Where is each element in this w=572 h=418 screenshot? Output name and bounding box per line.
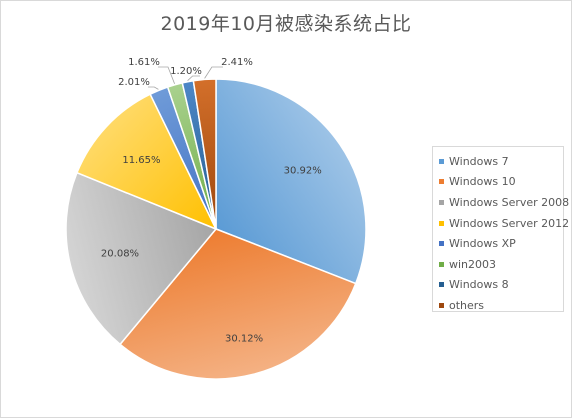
pie-slice-windows-server-2012	[75, 93, 218, 231]
data-label-others: 2.41%	[221, 57, 253, 68]
legend-swatch	[439, 241, 444, 247]
legend-swatch	[439, 282, 444, 288]
leader-line-windows-8	[187, 75, 200, 81]
legend-item-windows-server-2012: Windows Server 2012	[439, 213, 569, 234]
legend-label: others	[449, 298, 485, 312]
legend: Windows 7 Windows 10 Windows Server 2008 Wi…	[432, 146, 569, 312]
legend-item-windows-xp: Windows XP	[439, 233, 563, 254]
data-labels: 30.92% 30.12% 20.08% 11.65% 2.01% 1.61% 1.20% 2…	[101, 57, 322, 344]
legend-label: Windows 8	[449, 278, 509, 292]
data-label-windows-server-2012: 11.65%	[122, 155, 160, 166]
data-label-win2003: 1.61%	[128, 57, 160, 68]
legend-swatch	[439, 302, 444, 308]
legend-item-others: others	[439, 295, 563, 316]
legend-label: Windows XP	[449, 237, 516, 251]
data-label-windows-server-2008: 20.08%	[101, 249, 139, 260]
legend-item-windows-10: Windows 10	[439, 172, 563, 193]
legend-item-windows-8: Windows 8	[439, 275, 563, 296]
legend-label: Windows 10	[449, 175, 516, 189]
legend-item-windows-7: Windows 7	[439, 151, 563, 172]
data-label-windows-7: 30.92%	[284, 165, 322, 176]
legend-label: Windows Server 2012	[449, 216, 570, 230]
data-label-windows-10: 30.12%	[225, 333, 263, 344]
data-label-windows-xp: 2.01%	[118, 77, 150, 88]
leader-lines	[148, 66, 223, 90]
pie-slice-windows-7	[215, 78, 367, 285]
legend-label: win2003	[449, 257, 497, 271]
chart-title: 2019年10月被感染系统占比	[160, 13, 412, 35]
legend-swatch	[439, 158, 444, 164]
leader-line-win2003	[158, 66, 175, 84]
legend-swatch	[439, 199, 444, 205]
legend-label: Windows 7	[449, 154, 509, 168]
pie-slice-others	[192, 78, 217, 230]
leader-line-windows-xp	[148, 86, 159, 90]
legend-swatch	[439, 261, 444, 267]
pie-slice-windows-server-2008	[65, 171, 218, 346]
leader-line-others	[204, 66, 223, 79]
pie-slice-windows-10	[119, 228, 357, 380]
data-label-windows-8: 1.20%	[170, 66, 202, 77]
legend-swatch	[439, 220, 444, 226]
legend-item-win2003: win2003	[439, 254, 563, 275]
legend-swatch	[439, 179, 444, 185]
legend-label: Windows Server 2008	[449, 195, 570, 209]
legend-item-windows-server-2008: Windows Server 2008	[439, 192, 569, 213]
pie-slices	[65, 78, 367, 380]
